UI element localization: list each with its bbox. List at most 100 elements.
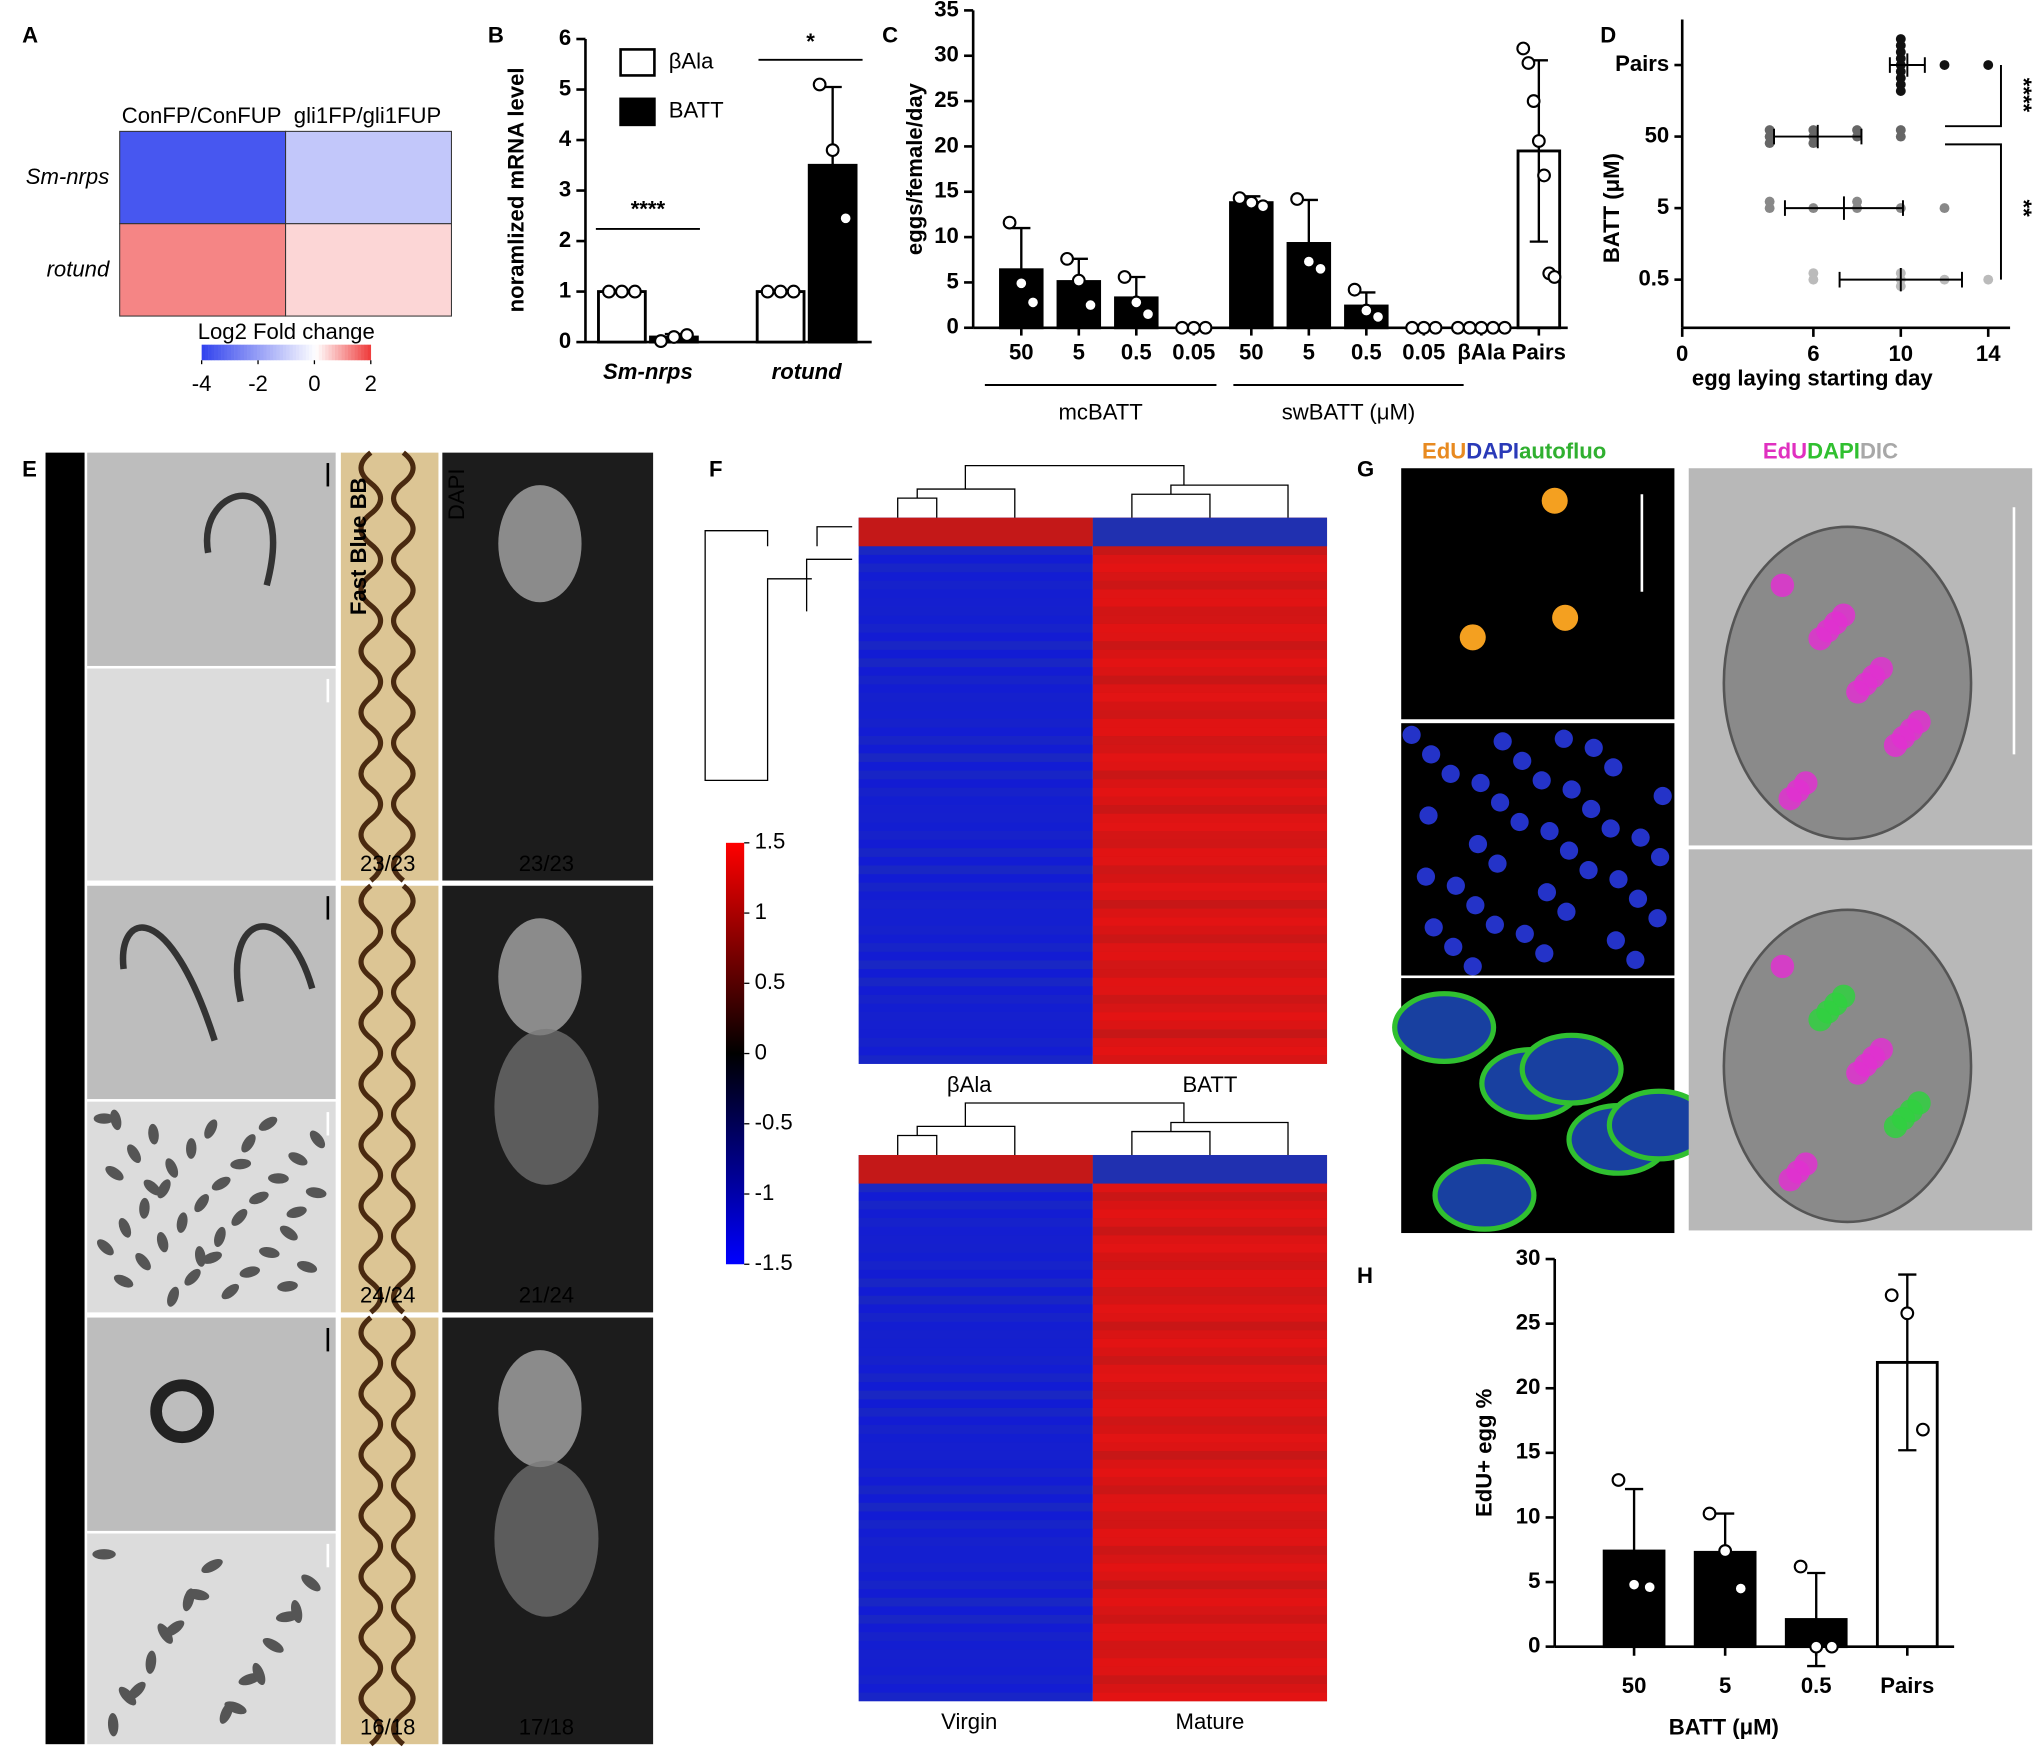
row-label: Sm-nrps: [26, 164, 110, 189]
heatmap-stripe: [1092, 1338, 1328, 1348]
bar: [1229, 201, 1274, 330]
heatmap-stripe: [1092, 1494, 1328, 1503]
x-tick-label: 50: [1622, 1673, 1647, 1698]
count-label: 21/24: [519, 1283, 574, 1308]
heatmap-top-row: [858, 1154, 1093, 1184]
nucleus: [1907, 1091, 1931, 1115]
heatmap-stripe: [1092, 943, 1328, 952]
data-point: [1983, 60, 1994, 70]
significance: **: [2011, 199, 2036, 217]
heatmap-stripe: [1092, 934, 1328, 944]
heatmap-stripe: [858, 744, 1093, 754]
y-tick-label: 5: [947, 268, 959, 293]
group-label: BATT: [1183, 1072, 1238, 1097]
heatmap-stripe: [858, 908, 1093, 918]
heatmap-stripe: [1092, 1003, 1328, 1013]
heatmap-stripe: [1092, 1554, 1328, 1564]
heatmap-stripe: [1092, 1209, 1328, 1219]
dapi-nucleus: [1515, 924, 1534, 943]
colorbar-step: [260, 344, 264, 361]
bar: [755, 290, 806, 344]
data-point: [1852, 125, 1863, 136]
heatmap-stripe: [858, 1502, 1093, 1512]
egg: [290, 1600, 303, 1624]
colorbar-step: [308, 344, 313, 361]
heatmap-stripe: [1092, 753, 1328, 762]
heatmap-stripe: [858, 779, 1093, 788]
heatmap-stripe: [858, 874, 1093, 883]
heatmap-stripe: [1092, 1528, 1328, 1538]
egg: [127, 1144, 141, 1164]
panel-label: D: [1600, 22, 1616, 47]
colorbar-step: [211, 344, 215, 361]
data-point: [1462, 320, 1477, 335]
colorbar-step: [302, 344, 306, 361]
data-point: [1852, 196, 1863, 207]
heatmap-stripe: [858, 1554, 1093, 1564]
count-label: 17/18: [519, 1714, 574, 1739]
micrograph: [1401, 723, 1675, 976]
dapi-nucleus: [1444, 937, 1463, 956]
legend-label: BATT: [669, 98, 724, 123]
colorbar-label: Log2 Fold change: [198, 319, 375, 344]
data-point: [1083, 298, 1098, 312]
colorbar-step: [357, 344, 362, 361]
y-tick-label: 1: [559, 277, 571, 302]
worm: [119, 923, 316, 1042]
heatmap-stripe: [858, 606, 1093, 616]
heatmap-stripe: [1092, 1046, 1328, 1056]
heatmap-stripe: [1092, 1485, 1328, 1495]
data-point: [1642, 1580, 1657, 1595]
heatmap-stripe: [1092, 1606, 1328, 1615]
micrograph: [87, 452, 336, 666]
worm: [150, 1379, 215, 1444]
mean-sd: [1783, 196, 1904, 220]
heatmap-stripe: [858, 1563, 1093, 1572]
heatmap-stripe: [1092, 1373, 1328, 1383]
heatmap-stripe: [1092, 1200, 1328, 1210]
y-tick-label: 30: [1516, 1245, 1541, 1270]
panel-label: H: [1357, 1263, 1373, 1288]
heatmap-stripe: [858, 1183, 1093, 1193]
data-point: [1186, 320, 1201, 335]
row-label: rotund: [47, 256, 110, 281]
colorbar: [725, 842, 745, 1265]
heatmap-stripe: [858, 1020, 1093, 1030]
heatmap-stripe: [858, 925, 1093, 935]
dapi-nucleus: [1468, 835, 1488, 854]
heatmap-stripe: [1092, 744, 1328, 754]
egg: [96, 1239, 114, 1256]
heatmap-stripe: [1092, 1261, 1328, 1270]
egg: [118, 1686, 137, 1706]
heatmap-stripe: [858, 1192, 1093, 1201]
heatmap-stripe: [1092, 805, 1328, 814]
dapi-nucleus: [1584, 738, 1603, 757]
egg: [148, 1123, 159, 1145]
heatmap-stripe: [858, 1399, 1093, 1408]
data-point: [1547, 270, 1562, 284]
data-point: [1809, 1639, 1824, 1654]
heatmap-stripe: [1092, 598, 1328, 607]
data-point: [1497, 320, 1512, 335]
heatmap-stripe: [1092, 865, 1328, 875]
data-point: [1313, 261, 1328, 276]
colorbar-tick-label: -1.5: [755, 1250, 793, 1275]
channel-header: EdUDAPIDIC: [1763, 438, 1898, 463]
panel-label: A: [22, 22, 38, 47]
heatmap-stripe: [1092, 692, 1328, 702]
ovary: [498, 918, 582, 1036]
heatmap-stripe: [1092, 546, 1328, 555]
heatmap-stripe: [858, 1269, 1093, 1279]
heatmap-stripe: [1092, 874, 1328, 883]
y-tick-label: 10: [1516, 1503, 1541, 1528]
micrograph: [87, 668, 336, 881]
heatmap-stripe: [1092, 1330, 1328, 1339]
micrograph: [87, 885, 336, 1100]
data-point: [1521, 56, 1536, 70]
heatmap-stripe: [1092, 1390, 1328, 1400]
heatmap-stripe: [858, 727, 1093, 737]
heatmap-stripe: [1092, 1347, 1328, 1357]
heatmap-stripe: [1092, 882, 1328, 892]
heatmap-stripe: [858, 1416, 1093, 1426]
data-point: [838, 211, 853, 226]
